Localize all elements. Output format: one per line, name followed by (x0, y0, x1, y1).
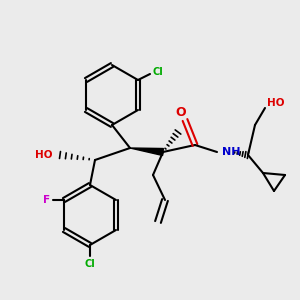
Text: HO: HO (34, 150, 52, 160)
Polygon shape (130, 148, 164, 155)
Text: F: F (43, 195, 50, 205)
Text: HO: HO (267, 98, 284, 108)
Text: Cl: Cl (85, 259, 95, 269)
Text: Cl: Cl (153, 67, 164, 77)
Text: NH: NH (222, 147, 241, 157)
Text: O: O (176, 106, 186, 118)
